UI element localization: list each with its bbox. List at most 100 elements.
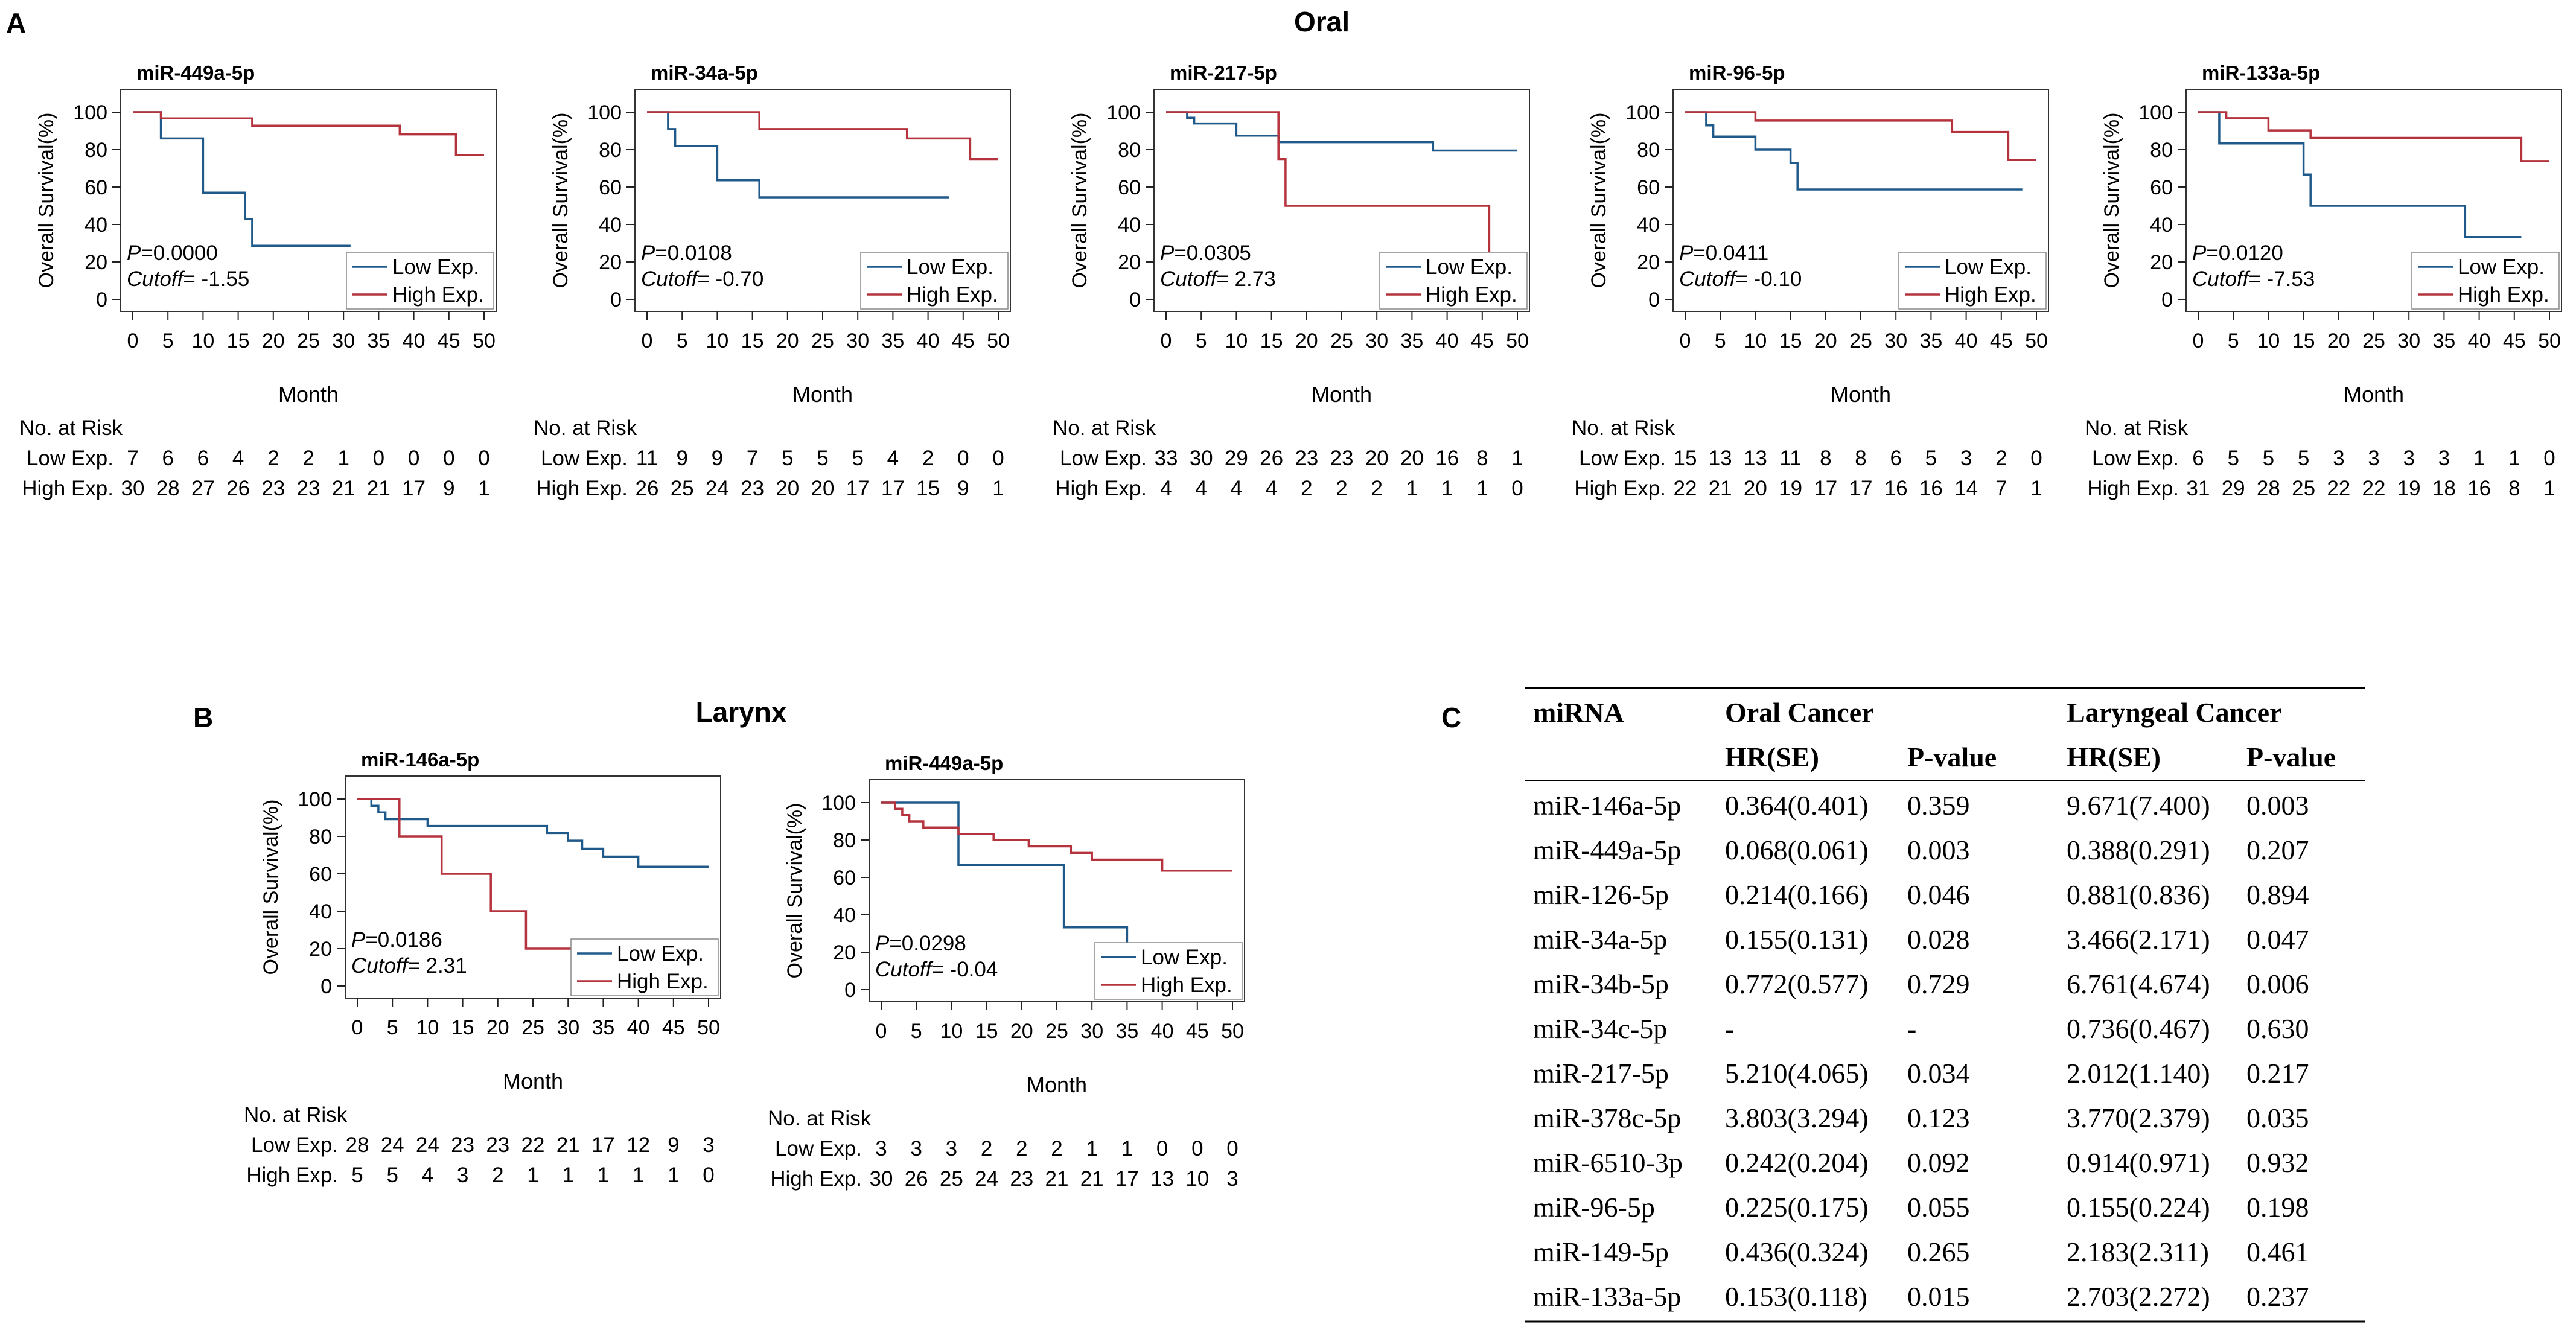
risk-row-high-label: High Exp. <box>22 477 113 500</box>
chart-title: miR-449a-5p <box>885 752 1003 774</box>
risk-high-count: 25 <box>671 477 694 500</box>
risk-low-count: 5 <box>2298 447 2309 470</box>
y-tick-label: 60 <box>1637 176 1660 199</box>
risk-high-count: 21 <box>332 477 355 500</box>
x-tick-label: 30 <box>1884 329 1907 352</box>
risk-row-low-label: Low Exp. <box>2092 447 2179 470</box>
y-tick-label: 80 <box>84 139 107 162</box>
risk-low-count: 6 <box>1890 447 1901 470</box>
high-exp-curve <box>1166 111 1491 272</box>
x-tick-label: 45 <box>438 329 461 352</box>
table-cell: 0.237 <box>2246 1281 2309 1312</box>
p-value-text: P=0.0305 <box>1160 241 1251 265</box>
risk-row-high-label: High Exp. <box>246 1163 338 1187</box>
risk-high-count: 4 <box>1231 477 1242 500</box>
y-axis-label: Overall Survival(%) <box>2100 113 2123 288</box>
hazard-ratio-table: miRNA Oral Cancer Laryngeal Cancer HR(SE) P-… <box>1525 687 2365 1323</box>
table-row: miR-126-5p 0.214(0.166) 0.046 0.881(0.836) 0… <box>1533 879 2309 910</box>
risk-low-count: 0 <box>478 447 489 470</box>
risk-low-count: 23 <box>1295 447 1318 470</box>
risk-low-count: 0 <box>443 447 454 470</box>
risk-low-count: 29 <box>1225 447 1248 470</box>
x-tick-label: 35 <box>1115 1020 1138 1043</box>
cutoff-text: Cutoff= -0.70 <box>641 267 764 291</box>
risk-high-count: 9 <box>957 477 969 500</box>
risk-high-count: 16 <box>1919 477 1943 500</box>
x-tick-label: 5 <box>387 1016 398 1039</box>
risk-high-count: 23 <box>297 477 320 500</box>
low-exp-curve <box>133 111 351 247</box>
risk-low-count: 33 <box>1155 447 1178 470</box>
risk-low-count: 1 <box>1121 1137 1133 1160</box>
y-axis-label: Overall Survival(%) <box>1068 113 1091 288</box>
risk-high-count: 9 <box>443 477 454 500</box>
y-tick-label: 40 <box>84 214 107 237</box>
y-tick-label: 100 <box>298 788 332 811</box>
legend-low-label: Low Exp. <box>1141 946 1228 969</box>
table-cell: 3.770(2.379) <box>2067 1102 2210 1133</box>
table-cell: 3.803(3.294) <box>1725 1102 1869 1133</box>
risk-high-count: 1 <box>478 477 489 500</box>
table-row: miR-146a-5p 0.364(0.401) 0.359 9.671(7.400)… <box>1533 790 2309 821</box>
table-cell: 0.225(0.175) <box>1725 1192 1869 1223</box>
table-cell: 0.155(0.131) <box>1725 924 1869 955</box>
x-tick-label: 30 <box>332 329 355 352</box>
x-tick-label: 0 <box>642 329 653 352</box>
x-tick-label: 5 <box>677 329 688 352</box>
p-value-text: P=0.0186 <box>351 928 442 952</box>
y-tick-label: 20 <box>309 938 332 961</box>
table-cell: 0.436(0.324) <box>1725 1236 1869 1267</box>
y-tick-label: 60 <box>309 863 332 886</box>
x-tick-label: 0 <box>2193 329 2204 352</box>
table-cell: 0.461 <box>2246 1236 2309 1267</box>
risk-low-count: 6 <box>162 447 173 470</box>
table-cell: 0.155(0.224) <box>2067 1192 2210 1223</box>
table-cell: miR-34a-5p <box>1533 924 1667 955</box>
y-tick-label: 0 <box>1648 288 1660 311</box>
risk-row-low-label: Low Exp. <box>251 1133 338 1157</box>
table-cell: 0.123 <box>1907 1102 1970 1133</box>
header-laryngeal-hr: HR(SE) <box>2067 742 2161 772</box>
risk-high-count: 31 <box>2187 477 2210 500</box>
x-tick-label: 25 <box>2362 329 2385 352</box>
legend: Low Exp. High Exp. <box>1898 252 2047 310</box>
risk-high-count: 3 <box>457 1163 468 1187</box>
x-tick-label: 20 <box>262 329 285 352</box>
y-axis-label: Overall Survival(%) <box>260 800 282 975</box>
x-tick-label: 15 <box>1779 329 1802 352</box>
legend: Low Exp. High Exp. <box>346 252 494 310</box>
risk-high-count: 28 <box>156 477 180 500</box>
table-cell: 6.761(4.674) <box>2067 969 2210 999</box>
x-tick-label: 10 <box>416 1016 439 1039</box>
y-tick-label: 0 <box>96 288 107 311</box>
x-tick-label: 25 <box>521 1016 544 1039</box>
risk-low-count: 3 <box>2333 447 2344 470</box>
risk-high-count: 1 <box>598 1163 609 1187</box>
y-axis-label: Overall Survival(%) <box>783 803 806 979</box>
risk-high-count: 25 <box>940 1167 963 1191</box>
legend-low-label: Low Exp. <box>907 255 993 279</box>
x-tick-label: 5 <box>911 1020 922 1043</box>
risk-low-count: 2 <box>1051 1137 1062 1160</box>
low-exp-curve <box>1166 111 1517 152</box>
risk-high-count: 17 <box>402 477 426 500</box>
y-tick-label: 100 <box>821 792 856 815</box>
risk-row-low-label: Low Exp. <box>1060 447 1147 470</box>
risk-high-count: 26 <box>226 477 250 500</box>
x-tick-label: 50 <box>697 1016 720 1039</box>
risk-low-count: 3 <box>2403 447 2414 470</box>
header-mirna: miRNA <box>1533 697 1624 728</box>
cutoff-text: Cutoff= -0.10 <box>1679 267 1802 291</box>
y-tick-label: 80 <box>833 829 856 852</box>
legend: Low Exp. High Exp. <box>570 938 719 996</box>
risk-low-count: 6 <box>197 447 209 470</box>
risk-low-count: 4 <box>232 447 244 470</box>
risk-low-count: 0 <box>992 447 1004 470</box>
risk-high-count: 17 <box>881 477 905 500</box>
x-tick-label: 5 <box>2228 329 2239 352</box>
risk-high-count: 22 <box>1674 477 1697 500</box>
risk-high-count: 5 <box>386 1163 398 1187</box>
